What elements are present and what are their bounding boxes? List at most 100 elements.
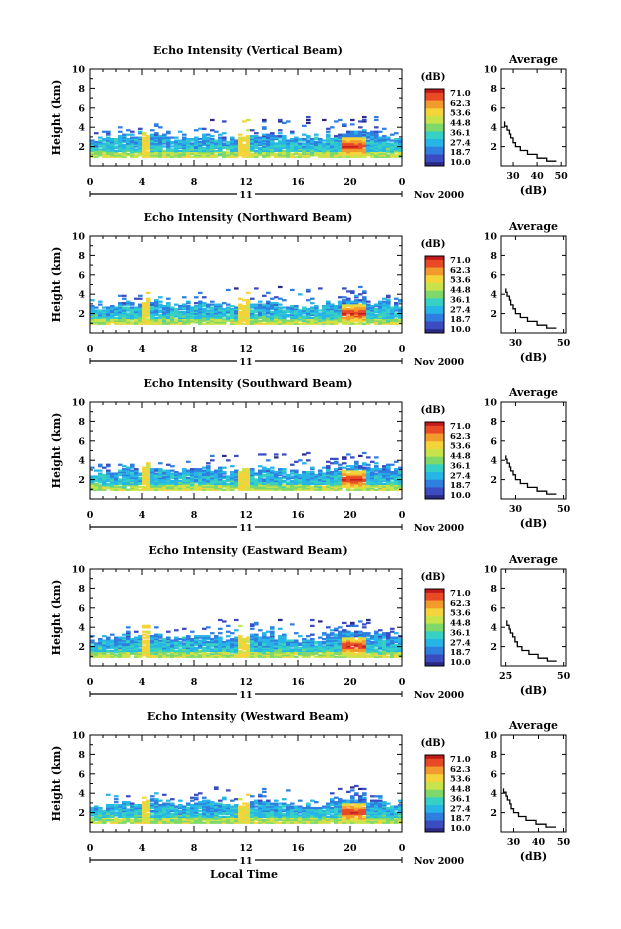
heatmap-cell bbox=[270, 655, 275, 658]
heatmap-cell bbox=[310, 485, 315, 488]
heatmap-cell bbox=[194, 155, 199, 158]
heatmap-cell bbox=[102, 322, 107, 325]
heatmap-cell bbox=[290, 652, 295, 655]
heatmap-cell bbox=[342, 481, 347, 484]
heatmap-cell bbox=[334, 638, 339, 641]
heatmap-cell bbox=[250, 479, 255, 483]
heatmap-cell bbox=[166, 140, 171, 144]
heatmap-cell bbox=[222, 313, 227, 317]
heatmap-cell bbox=[278, 316, 283, 319]
heatmap-cell bbox=[338, 648, 343, 651]
heatmap-cell bbox=[290, 313, 295, 317]
heatmap-cell bbox=[118, 649, 123, 652]
x-tick-label: 16 bbox=[291, 344, 305, 355]
heatmap-cell bbox=[366, 654, 371, 657]
heatmap-cell bbox=[242, 319, 247, 322]
heatmap-cell bbox=[306, 312, 311, 315]
heatmap-cell bbox=[102, 484, 107, 487]
heatmap-cell bbox=[118, 136, 123, 139]
heatmap-cell bbox=[154, 636, 159, 639]
heatmap-cell bbox=[158, 154, 163, 157]
heatmap-cell bbox=[278, 481, 283, 484]
heatmap-cell bbox=[350, 305, 355, 308]
heatmap-cell bbox=[314, 485, 319, 488]
heatmap-cell bbox=[238, 651, 243, 654]
heatmap-cell bbox=[306, 643, 311, 647]
heatmap-cell bbox=[250, 478, 255, 481]
heatmap-cell bbox=[374, 154, 379, 157]
heatmap-cell bbox=[154, 655, 159, 658]
heatmap-cell bbox=[162, 479, 167, 483]
heatmap-cell bbox=[270, 313, 275, 317]
heatmap-cell bbox=[186, 481, 191, 484]
heatmap-cell bbox=[266, 316, 271, 319]
heatmap-cell bbox=[150, 643, 155, 647]
heatmap-cell bbox=[378, 306, 383, 309]
heatmap-cell bbox=[142, 316, 147, 319]
heatmap-cell bbox=[386, 148, 391, 151]
heatmap-cell bbox=[350, 322, 355, 325]
heatmap-cell bbox=[338, 484, 343, 487]
heatmap-cell bbox=[122, 642, 127, 645]
heatmap-cell bbox=[222, 485, 227, 488]
heatmap-cell bbox=[346, 487, 351, 490]
heatmap-cell bbox=[294, 145, 299, 148]
heatmap-cell bbox=[290, 288, 295, 292]
heatmap-cell bbox=[330, 648, 335, 651]
heatmap-cell bbox=[254, 651, 259, 654]
heatmap-cell bbox=[90, 646, 95, 650]
heatmap-cell bbox=[178, 312, 183, 315]
heatmap-cell bbox=[178, 315, 183, 318]
heatmap-cell bbox=[106, 133, 111, 136]
heatmap-cell bbox=[142, 140, 147, 144]
heatmap-cell bbox=[134, 655, 139, 658]
heatmap-cell bbox=[154, 472, 159, 475]
heatmap-cell bbox=[130, 306, 135, 309]
heatmap-cell bbox=[134, 472, 139, 475]
heatmap-cell bbox=[238, 635, 243, 638]
heatmap-cell bbox=[378, 139, 383, 142]
heatmap-cell bbox=[354, 322, 359, 325]
heatmap-cell bbox=[394, 485, 399, 488]
heatmap-cell bbox=[170, 651, 175, 654]
heatmap-cell bbox=[306, 652, 311, 655]
heatmap-cell bbox=[90, 652, 95, 655]
heatmap-cell bbox=[146, 651, 151, 654]
heatmap-cell bbox=[98, 145, 103, 148]
heatmap-cell bbox=[98, 143, 103, 147]
heatmap-cell bbox=[310, 476, 315, 480]
heatmap-cell bbox=[230, 312, 235, 315]
heatmap-cell bbox=[274, 476, 279, 480]
heatmap-cell bbox=[114, 482, 119, 485]
heatmap-cell bbox=[110, 655, 115, 658]
heatmap-cell bbox=[254, 146, 259, 150]
heatmap-cell bbox=[326, 482, 331, 485]
heatmap-cell bbox=[154, 319, 159, 322]
heatmap-cell bbox=[150, 488, 155, 491]
colorbar-swatch bbox=[425, 423, 444, 426]
heatmap-cell bbox=[374, 152, 379, 155]
heatmap-cell bbox=[358, 145, 363, 148]
heatmap-cell bbox=[154, 148, 159, 151]
heatmap-cell bbox=[394, 313, 399, 317]
heatmap-cell bbox=[154, 143, 159, 147]
heatmap-cell bbox=[342, 287, 347, 290]
heatmap-cell bbox=[98, 472, 103, 475]
heatmap-cell bbox=[394, 488, 399, 491]
heatmap-cell bbox=[166, 319, 171, 322]
heatmap-cell bbox=[290, 649, 295, 652]
colorbar-swatch bbox=[425, 295, 444, 298]
heatmap-cell bbox=[158, 135, 163, 138]
heatmap-cell bbox=[210, 149, 215, 152]
heatmap-cell bbox=[398, 482, 403, 485]
heatmap-cell bbox=[130, 302, 135, 305]
colorbar-swatch bbox=[425, 259, 444, 262]
heatmap-cell bbox=[266, 469, 271, 472]
heatmap-cell bbox=[342, 469, 347, 472]
heatmap-cell bbox=[282, 643, 287, 647]
heatmap-cell bbox=[110, 472, 115, 475]
heatmap-cell bbox=[306, 649, 311, 652]
heatmap-cell bbox=[98, 478, 103, 481]
colorbar-swatch bbox=[425, 264, 444, 267]
heatmap-cell bbox=[226, 148, 231, 151]
